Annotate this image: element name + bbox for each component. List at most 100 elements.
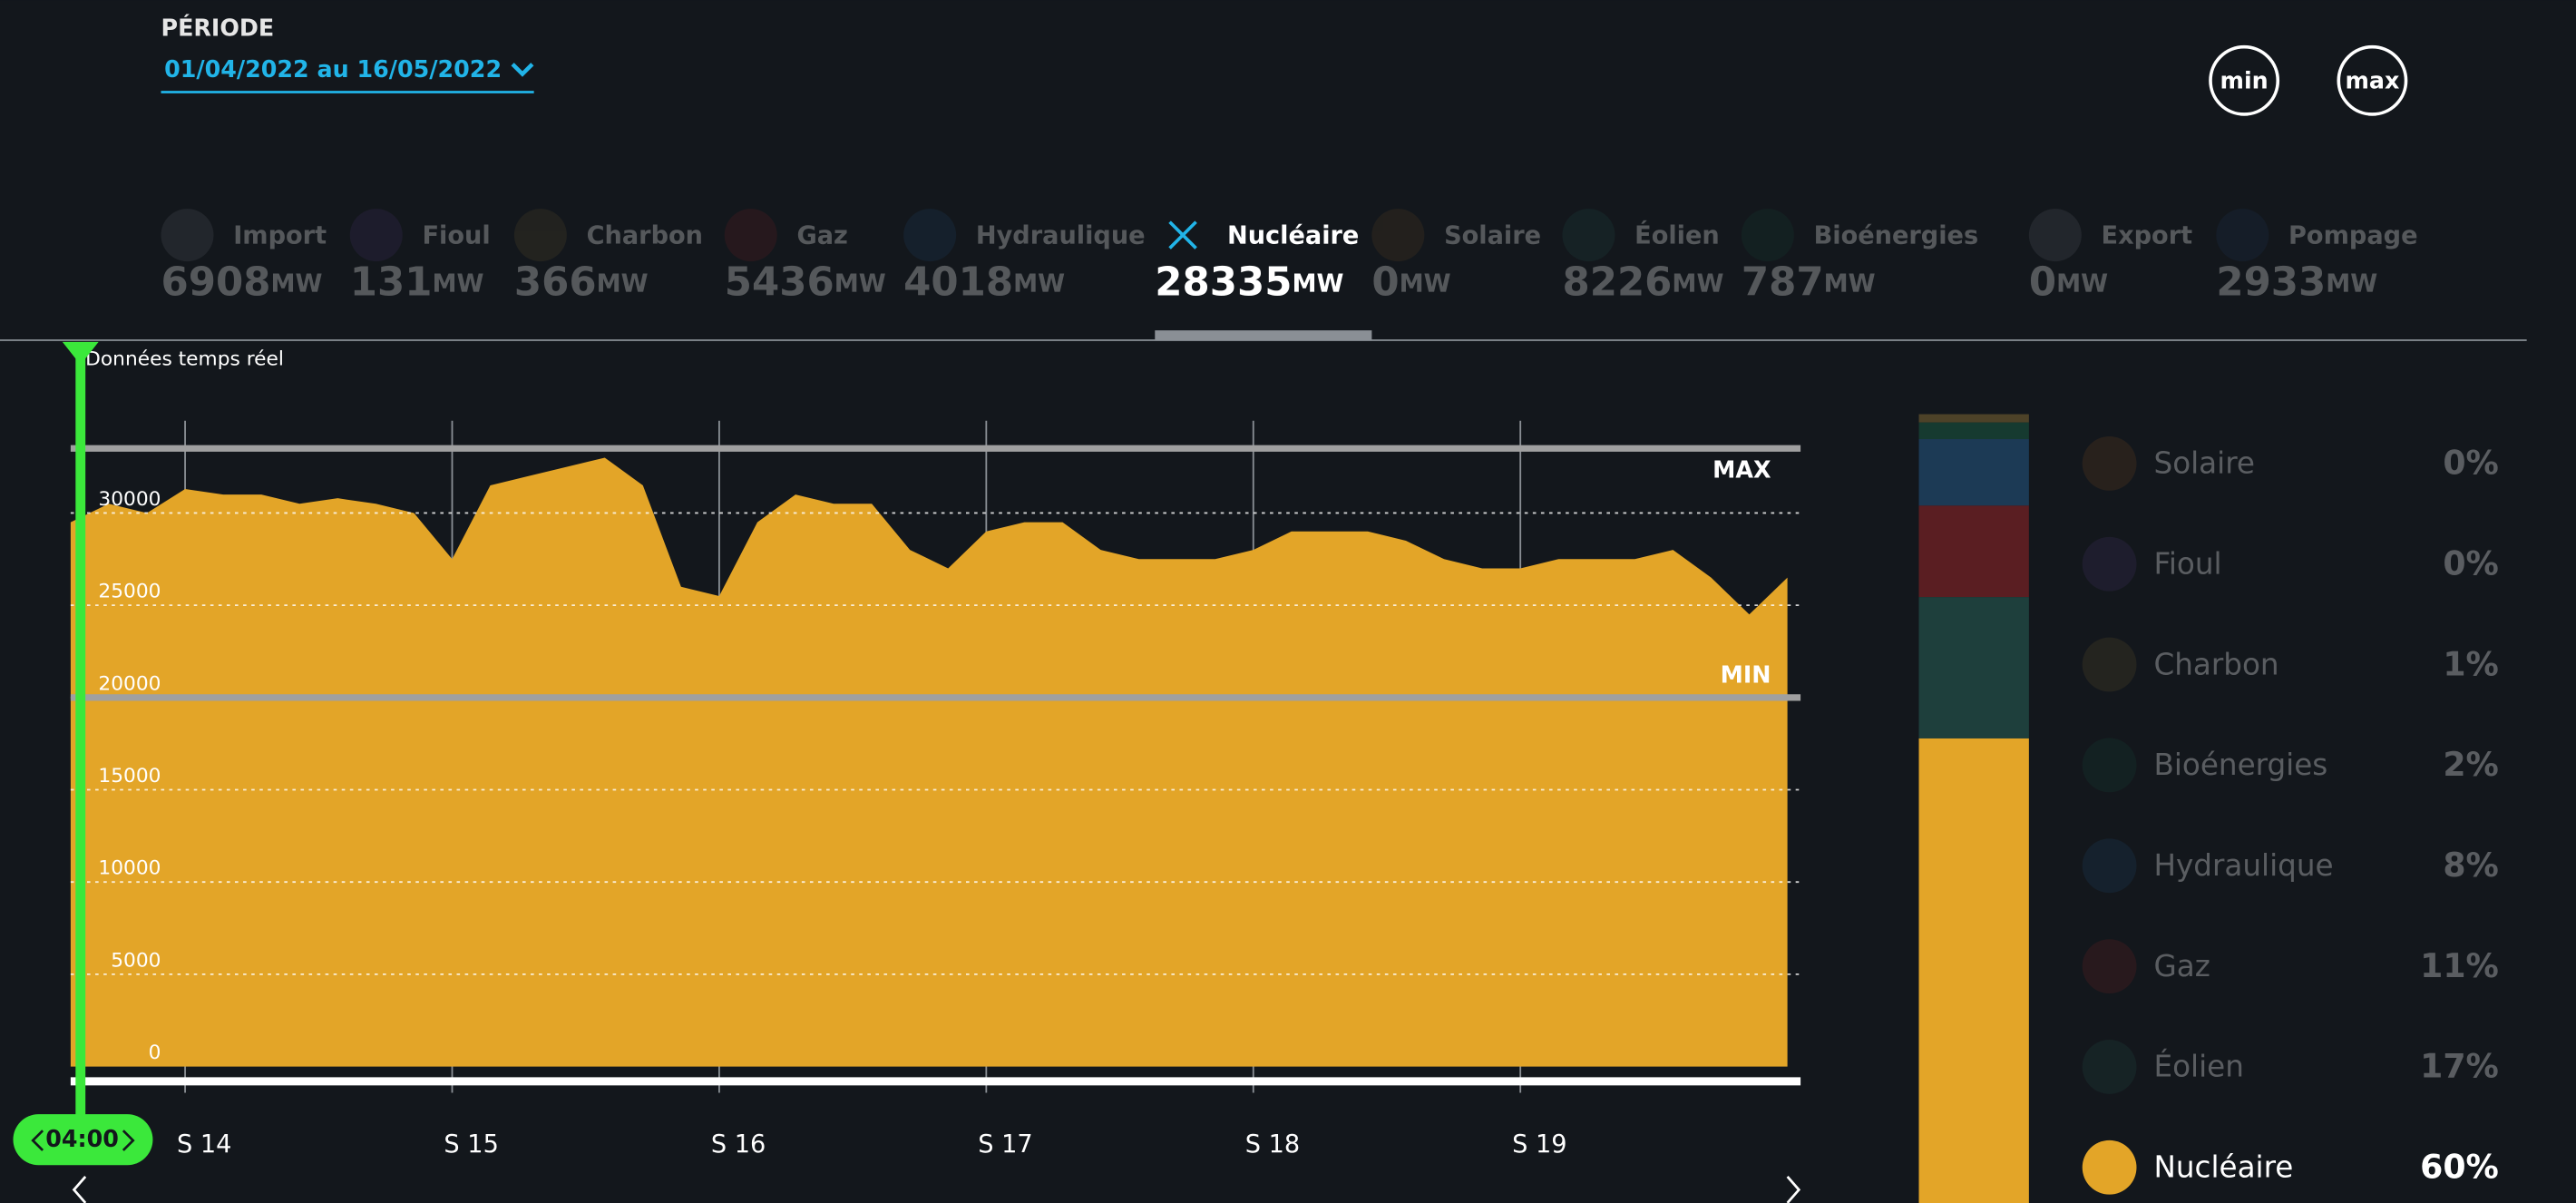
mix-name: Fioul xyxy=(2154,547,2222,582)
source-icon xyxy=(513,209,567,262)
dropdown-arrow[interactable] xyxy=(511,63,534,77)
mix-segment xyxy=(1918,505,2029,598)
source-tab[interactable]: Bioénergies 787MW xyxy=(1741,209,1979,305)
source-unit: MW xyxy=(1672,269,1723,298)
source-name: Nucléaire xyxy=(1227,221,1359,249)
source-tab[interactable]: Export 0MW xyxy=(2028,209,2193,305)
source-value: 787MW xyxy=(1742,259,1876,305)
source-unit: MW xyxy=(1400,269,1451,298)
source-tab[interactable]: Solaire 0MW xyxy=(1371,209,1541,305)
source-name: Éolien xyxy=(1634,220,1720,249)
mix-icon xyxy=(2082,637,2137,692)
source-value: 0MW xyxy=(1371,259,1450,305)
mix-segment xyxy=(1918,422,2029,440)
source-tab[interactable]: Gaz 5436MW xyxy=(724,209,886,305)
mix-segment xyxy=(1918,414,2029,423)
mix-name: Éolien xyxy=(2154,1050,2244,1084)
source-value: 8226MW xyxy=(1562,259,1723,305)
y-tick-label: 30000 xyxy=(98,488,161,511)
source-value: 28335MW xyxy=(1155,259,1343,305)
mix-name: Hydraulique xyxy=(2154,848,2334,883)
source-icon xyxy=(724,209,777,262)
source-name: Hydraulique xyxy=(976,221,1146,249)
source-tab[interactable]: Hydraulique 4018MW xyxy=(903,209,1146,305)
x-tick-label: S 18 xyxy=(1245,1130,1300,1159)
button-label[interactable]: max xyxy=(2345,67,2399,94)
source-tab[interactable]: Pompage 2933MW xyxy=(2216,209,2418,305)
x-tick-label: S 14 xyxy=(177,1130,231,1159)
mix-row: Nucléaire 60% xyxy=(2082,1139,2499,1195)
source-value-number: 4018 xyxy=(903,259,1013,305)
min-button[interactable]: min xyxy=(2209,44,2280,116)
x-tick-label: S 17 xyxy=(978,1130,1032,1159)
source-name: Export xyxy=(2102,221,2193,249)
source-tab[interactable]: Fioul 131MW xyxy=(349,209,491,305)
source-unit: MW xyxy=(2326,269,2377,298)
source-value-number: 6908 xyxy=(161,259,271,305)
mix-icon xyxy=(2082,939,2137,993)
mix-icon xyxy=(2082,838,2137,894)
y-tick-label: 10000 xyxy=(98,857,161,880)
source-value-number: 2933 xyxy=(2216,259,2326,305)
source-unit: MW xyxy=(834,269,886,298)
mix-icon xyxy=(2082,1040,2137,1094)
source-tab[interactable]: Import 6908MW xyxy=(161,209,327,305)
source-name: Charbon xyxy=(587,221,703,249)
source-value-number: 8226 xyxy=(1562,259,1672,305)
y-tick-label: 15000 xyxy=(98,765,161,787)
source-value: 131MW xyxy=(350,259,484,305)
source-name: Gaz xyxy=(796,221,847,249)
mix-segment xyxy=(1918,738,2029,1203)
source-name: Bioénergies xyxy=(1814,221,1979,249)
source-tab[interactable]: Éolien 8226MW xyxy=(1562,209,1723,305)
source-unit: MW xyxy=(270,269,322,298)
close-icon xyxy=(1168,220,1197,249)
x-tick-label: S 19 xyxy=(1512,1130,1566,1159)
x-tick-label: S 16 xyxy=(711,1130,766,1159)
source-name: Fioul xyxy=(422,221,490,249)
button-circle[interactable] xyxy=(2337,44,2408,116)
mix-row: Hydraulique 8% xyxy=(2082,838,2499,894)
source-value: 6908MW xyxy=(161,259,323,305)
source-icon xyxy=(1371,209,1425,262)
mix-row: Fioul 0% xyxy=(2082,536,2499,592)
max-line-label: MAX xyxy=(1712,456,1771,484)
source-icon xyxy=(2216,209,2269,262)
mix-name: Solaire xyxy=(2154,446,2255,481)
source-tab[interactable]: Nucléaire 28335MW xyxy=(1155,220,1359,305)
source-unit: MW xyxy=(1013,269,1065,298)
time-cursor-head xyxy=(62,341,99,366)
mix-row: Éolien 17% xyxy=(2082,1040,2499,1094)
y-tick-label: 0 xyxy=(149,1042,161,1064)
max-button[interactable]: max xyxy=(2337,44,2408,116)
mix-name: Nucléaire xyxy=(2154,1150,2294,1185)
time-prev xyxy=(31,1130,44,1151)
source-name: Pompage xyxy=(2288,221,2417,249)
source-value-number: 5436 xyxy=(725,259,834,305)
time-pill[interactable] xyxy=(13,1114,153,1166)
mix-percent: 8% xyxy=(2443,846,2499,885)
mix-percent: 11% xyxy=(2420,946,2499,985)
source-icon xyxy=(161,209,214,262)
time-next xyxy=(122,1130,135,1151)
source-value-number: 0 xyxy=(2029,259,2056,305)
mix-percent: 17% xyxy=(2420,1047,2499,1086)
source-unit: MW xyxy=(597,269,649,298)
nav-next[interactable] xyxy=(1786,1176,1801,1203)
period-value[interactable]: 01/04/2022 au 16/05/2022 xyxy=(164,55,502,83)
button-circle[interactable] xyxy=(2209,44,2280,116)
nav-prev[interactable] xyxy=(72,1176,87,1203)
source-unit: MW xyxy=(433,269,484,298)
source-tab[interactable]: Charbon 366MW xyxy=(513,209,703,305)
mix-segment xyxy=(1918,439,2029,506)
selected-tab-indicator xyxy=(1155,330,1372,341)
button-label[interactable]: min xyxy=(2220,67,2269,94)
source-value-number: 787 xyxy=(1742,259,1824,305)
time-label: 04:00 xyxy=(45,1125,119,1152)
mix-name: Bioénergies xyxy=(2154,748,2328,782)
mix-row: Gaz 11% xyxy=(2082,939,2499,993)
source-value-number: 0 xyxy=(1371,259,1399,305)
y-tick-label: 5000 xyxy=(111,949,161,972)
mix-row: Charbon 1% xyxy=(2082,637,2499,692)
